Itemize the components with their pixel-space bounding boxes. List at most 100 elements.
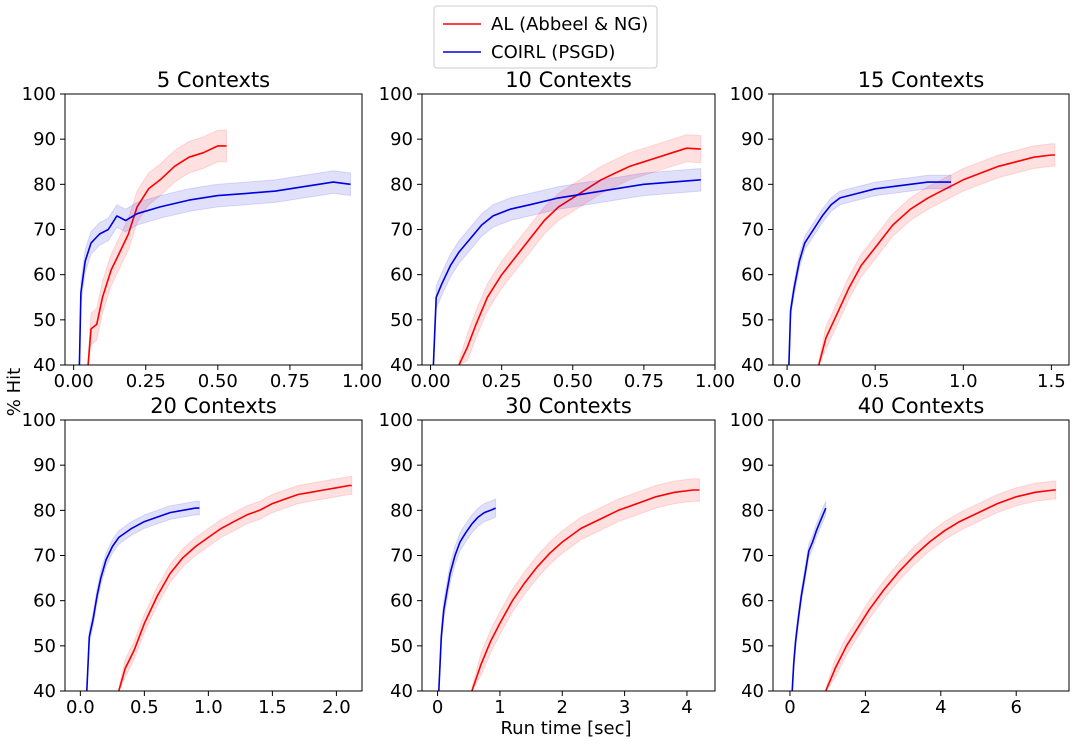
x-tick-label: 4 [681,697,692,718]
x-tick-label: 1.5 [1037,371,1066,392]
plot-area [788,143,1056,365]
y-tick-label: 50 [33,310,56,331]
band-coirl [432,167,702,365]
subplot-title: 20 Contexts [150,394,277,418]
plot-area [78,129,351,365]
legend: AL (Abbeel & NG) COIRL (PSGD) [433,5,658,69]
x-tick-label: 0.00 [410,371,450,392]
plot-area [438,478,700,691]
y-tick-label: 100 [22,410,56,431]
x-tick-label: 1.00 [695,371,735,392]
band-al [825,480,1057,691]
legend-label-coirl: COIRL (PSGD) [491,42,615,63]
line-al [818,154,1055,365]
y-tick-label: 80 [390,174,413,195]
y-tick-label: 90 [33,455,56,476]
x-tick-label: 1.00 [342,371,382,392]
band-al [87,129,227,365]
x-tick-label: 0.50 [553,371,593,392]
y-tick-label: 100 [22,84,56,105]
y-tick-label: 80 [741,500,764,521]
y-tick-label: 70 [741,546,764,567]
y-tick-label: 90 [390,129,413,150]
y-tick-label: 50 [741,310,764,331]
y-tick-label: 80 [390,500,413,521]
plot-area [86,476,353,691]
y-tick-label: 50 [390,310,413,331]
y-tick-label: 40 [741,355,764,376]
axes-frame [421,93,716,366]
band-coirl [788,174,952,365]
line-coirl [86,507,200,691]
y-axis-label: % Hit [4,368,25,416]
line-al [118,484,352,691]
y-tick-label: 60 [390,591,413,612]
plot-area [791,480,1057,691]
band-coirl [438,498,497,691]
y-tick-label: 100 [730,410,764,431]
y-tick-label: 40 [741,681,764,702]
y-tick-label: 90 [741,129,764,150]
line-al [471,489,700,691]
x-axis-label: Run time [sec] [500,718,631,739]
subplot-title: 5 Contexts [157,68,270,92]
y-tick-label: 80 [33,500,56,521]
y-tick-label: 70 [390,220,413,241]
y-tick-label: 40 [390,681,413,702]
y-tick-label: 80 [741,174,764,195]
subplot-40-contexts: 40 Contexts 40 50 60 70 80 90 100 0 2 4 6 [730,394,1070,718]
band-coirl [86,500,200,691]
y-tick-label: 70 [33,220,56,241]
line-coirl [432,179,701,365]
band-al [118,476,353,691]
y-tick-label: 100 [730,84,764,105]
x-tick-label: 0.50 [198,371,238,392]
x-tick-label: 1.5 [258,697,287,718]
x-tick-label: 0.75 [270,371,310,392]
y-tick-label: 70 [390,546,413,567]
x-tick-label: 1.0 [949,371,978,392]
y-tick-label: 70 [33,546,56,567]
line-al [458,147,701,365]
x-tick-label: 0.00 [54,371,94,392]
x-tick-label: 0 [784,697,795,718]
y-tick-label: 90 [741,455,764,476]
x-tick-label: 2 [860,697,871,718]
x-tick-label: 0.0 [773,371,802,392]
subplot-5-contexts: 5 Contexts 40 50 60 70 80 90 100 0.00 0.25 0.50 0.7… [22,68,382,392]
band-al [818,143,1056,365]
y-tick-label: 40 [33,355,56,376]
subplot-title: 15 Contexts [858,68,985,92]
x-tick-label: 0.5 [861,371,890,392]
band-al [458,134,702,365]
x-tick-label: 6 [1010,697,1021,718]
x-tick-label: 3 [619,697,630,718]
y-tick-label: 80 [33,174,56,195]
axes-frame [421,419,716,692]
band-coirl [791,501,827,691]
y-tick-label: 50 [33,636,56,657]
y-tick-label: 70 [741,220,764,241]
x-tick-label: 1 [494,697,505,718]
y-tick-label: 60 [741,591,764,612]
subplot-30-contexts: 30 Contexts 40 50 60 70 80 90 100 0 1 2 3 4 [379,394,716,718]
line-al [825,489,1056,691]
y-tick-label: 40 [390,355,413,376]
x-tick-label: 0.25 [482,371,522,392]
subplot-20-contexts: 20 Contexts 40 50 60 70 80 90 100 0.0 0.5 1.0 1.5 2.… [22,394,363,718]
subplot-15-contexts: 15 Contexts 40 50 60 70 80 90 100 0.0 0.5 1.0 1.5 [730,68,1070,392]
y-tick-label: 90 [33,129,56,150]
x-tick-label: 0.75 [624,371,664,392]
legend-frame [433,5,658,69]
subplot-title: 40 Contexts [858,394,985,418]
band-coirl [78,170,351,365]
x-tick-label: 0.0 [66,697,95,718]
x-tick-label: 1.0 [194,697,223,718]
band-al [471,478,700,691]
x-tick-label: 0.25 [126,371,166,392]
y-tick-label: 60 [390,265,413,286]
line-coirl [438,507,496,691]
x-tick-label: 2.0 [322,697,351,718]
y-tick-label: 50 [390,636,413,657]
